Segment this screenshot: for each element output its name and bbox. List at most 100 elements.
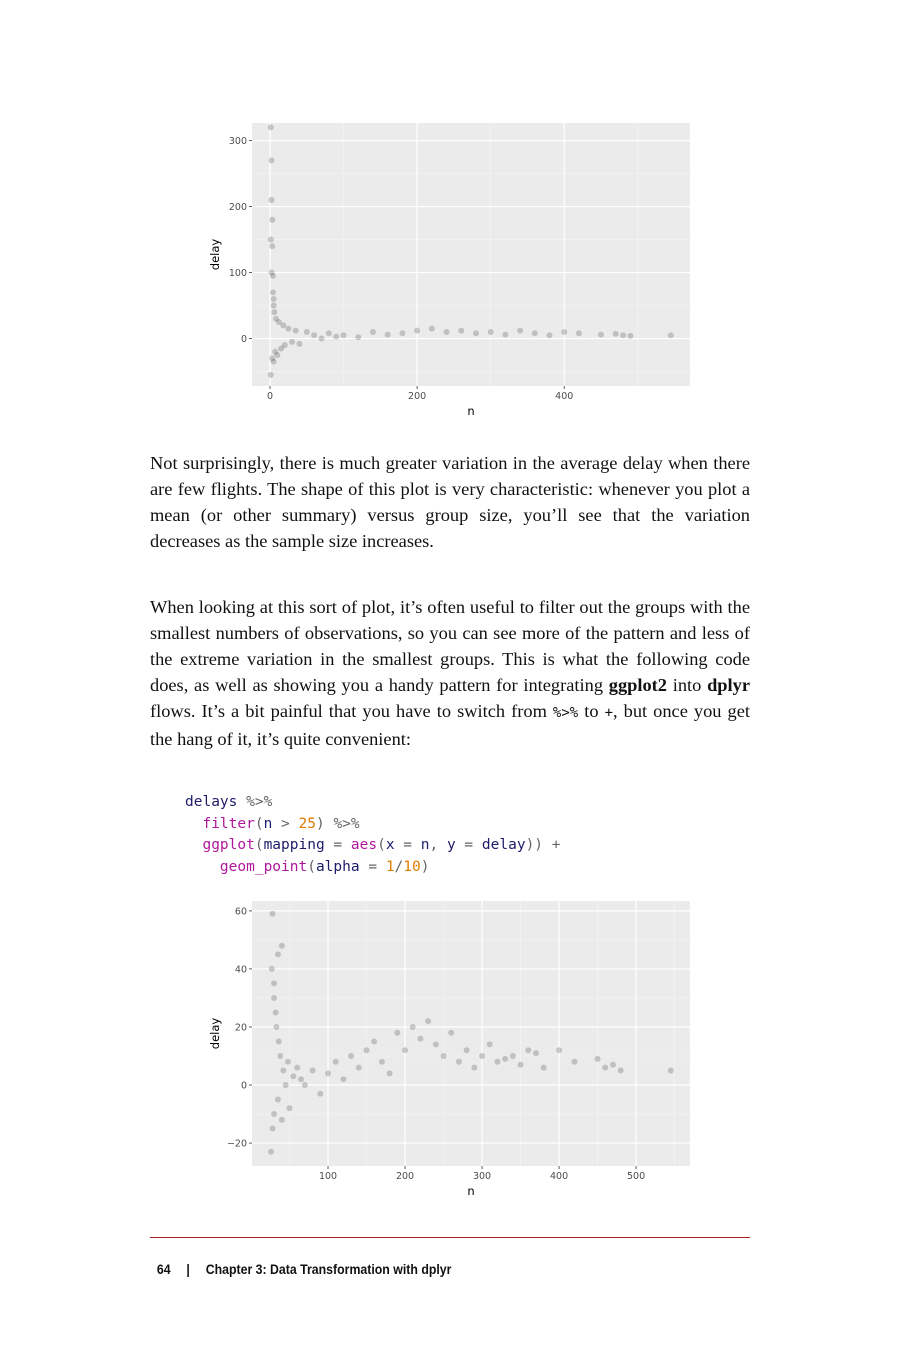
- point: [270, 295, 277, 302]
- x-tick-label: 500: [627, 1171, 645, 1182]
- point: [517, 1061, 524, 1068]
- code-token: delay: [481, 837, 526, 853]
- y-tick-label: 20: [235, 1022, 247, 1033]
- point: [281, 342, 288, 349]
- point: [355, 1064, 362, 1071]
- x-tick-label: 100: [319, 1171, 337, 1182]
- point: [309, 1067, 316, 1074]
- code-line: geom_point(alpha = 1/10): [185, 857, 561, 879]
- code-token: =: [324, 837, 351, 853]
- y-tick-label: 0: [241, 334, 247, 345]
- y-tick-label: 200: [229, 202, 247, 213]
- point: [270, 302, 277, 309]
- text-run: When looking at this sort of plot, it’s …: [150, 597, 750, 695]
- point: [609, 1061, 616, 1068]
- point: [332, 1058, 339, 1065]
- point: [286, 1105, 293, 1112]
- plot-background: [252, 901, 690, 1166]
- point: [399, 330, 406, 337]
- code-token: =: [359, 858, 386, 875]
- y-tick-label: 300: [229, 136, 247, 147]
- point: [290, 1073, 297, 1080]
- point: [432, 1041, 439, 1048]
- point: [627, 332, 634, 339]
- point: [272, 348, 279, 355]
- point: [269, 1125, 276, 1132]
- point: [271, 309, 278, 316]
- x-axis-label: n: [467, 1184, 474, 1198]
- y-axis-label: delay: [208, 1018, 222, 1050]
- point: [384, 331, 391, 338]
- code-line: delays %>%: [185, 792, 561, 814]
- point: [267, 124, 274, 131]
- text-run: %>%: [552, 705, 579, 721]
- code-token: filter: [185, 815, 255, 832]
- point: [428, 325, 435, 332]
- point: [272, 1009, 279, 1016]
- point: [612, 330, 619, 337]
- point: [278, 942, 285, 949]
- point: [333, 333, 340, 340]
- point: [325, 330, 332, 337]
- point: [402, 1047, 409, 1054]
- point: [556, 1047, 563, 1054]
- point: [298, 1076, 305, 1083]
- point: [575, 330, 582, 337]
- code-token: geom_point: [185, 858, 308, 875]
- code-token: 1: [385, 858, 395, 875]
- point: [443, 328, 450, 335]
- point: [269, 216, 276, 223]
- point: [540, 1064, 547, 1071]
- page-number: 64: [156, 1261, 171, 1277]
- text-run: Not surprisingly, there is much greater …: [150, 453, 750, 551]
- point: [268, 269, 275, 276]
- point: [448, 1029, 455, 1036]
- x-tick-label: 200: [396, 1171, 414, 1182]
- point: [571, 1058, 578, 1065]
- point: [363, 1047, 370, 1054]
- x-tick-label: 200: [408, 391, 426, 402]
- code-token: ggplot: [185, 837, 255, 853]
- point: [594, 1055, 601, 1062]
- plot-background: [252, 123, 690, 386]
- point: [525, 1047, 532, 1054]
- point: [455, 1058, 462, 1065]
- x-tick-label: 400: [555, 391, 573, 402]
- point: [620, 332, 627, 339]
- code-token: +: [543, 837, 561, 853]
- point: [282, 1082, 289, 1089]
- point: [502, 331, 509, 338]
- point: [267, 236, 274, 243]
- point: [269, 910, 276, 917]
- point: [386, 1070, 393, 1077]
- point: [301, 1082, 308, 1089]
- code-token: mapping: [263, 837, 325, 853]
- code-token: (: [377, 837, 386, 853]
- point: [494, 1058, 501, 1065]
- code-token: %>%: [324, 815, 360, 832]
- chart: 100 200 300 400 500 −20 0 20 40 60 n delay: [208, 901, 690, 1198]
- text-run: into: [667, 675, 708, 695]
- point: [348, 1052, 355, 1059]
- text-run: ggplot2: [608, 675, 667, 695]
- point: [289, 338, 296, 345]
- point: [268, 157, 275, 164]
- point: [273, 1023, 280, 1030]
- y-tick-label: −20: [227, 1139, 247, 1150]
- code-token: /: [394, 858, 404, 875]
- point: [272, 315, 279, 322]
- text-run: flows. It’s a bit painful that you have …: [150, 701, 553, 721]
- code-token: n: [263, 815, 273, 832]
- point: [463, 1047, 470, 1054]
- chart: 0 200 400 0 100 200 300 n delay: [208, 123, 690, 418]
- point: [371, 1038, 378, 1045]
- point: [274, 352, 281, 359]
- text-run: dplyr: [707, 675, 750, 695]
- point: [303, 328, 310, 335]
- point: [561, 328, 568, 335]
- point: [369, 328, 376, 335]
- point: [294, 1064, 301, 1071]
- code-token: alpha: [315, 858, 360, 875]
